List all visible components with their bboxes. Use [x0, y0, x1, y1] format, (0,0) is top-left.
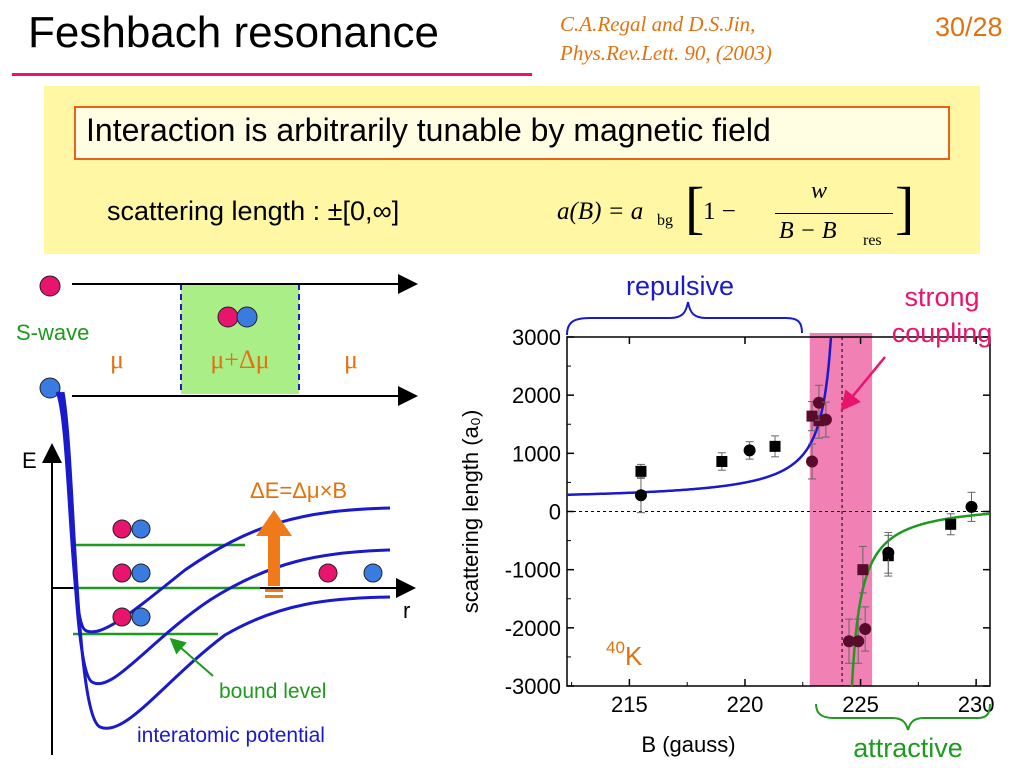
x-tick-label: 220 — [727, 692, 764, 717]
attractive-label: attractive — [853, 733, 963, 763]
x-tick-label: 215 — [611, 692, 648, 717]
potential-label: interatomic potential — [137, 724, 325, 747]
y-tick-label: -3000 — [505, 674, 561, 699]
strong-coupling-label-line1: strong — [904, 282, 979, 312]
page-number: 30/28 — [935, 12, 1003, 42]
potential-curve-1 — [55, 391, 391, 634]
equation-numerator: w — [811, 178, 828, 204]
attractive-brace — [815, 703, 991, 731]
citation: C.A.Regal and D.S.Jin, Phys.Rev.Lett. 90… — [560, 10, 772, 68]
atom-red-icon — [39, 275, 61, 297]
equation-left-bracket: [ — [685, 175, 705, 240]
molecule-atom-red-icon — [112, 607, 132, 627]
repulsive-brace — [566, 301, 803, 336]
molecule-atom-blue-icon — [131, 519, 151, 539]
equation-one-minus: 1 − — [703, 198, 736, 225]
mu-right-label: μ — [344, 345, 358, 374]
y-tick-label: 0 — [549, 500, 561, 525]
r-axis-label: r — [403, 598, 410, 623]
data-point-circle — [965, 500, 978, 513]
equation-right-bracket: ] — [895, 175, 915, 240]
data-point-circle — [859, 622, 872, 635]
bound-level-label: bound level — [219, 680, 326, 703]
scattering-length-range: scattering length : ±[0,∞] — [107, 196, 400, 226]
potential-curve-2 — [58, 391, 391, 686]
strong-coupling-label-line2: coupling — [892, 318, 993, 348]
equation-denominator: B − B — [779, 218, 837, 244]
data-point-square — [716, 455, 728, 467]
y-tick-label: 1000 — [512, 441, 561, 466]
bound-level-pointer — [169, 637, 214, 677]
mu-center-label: μ+Δμ — [210, 345, 269, 374]
y-tick-label: 2000 — [512, 383, 561, 408]
data-point-circle — [806, 455, 819, 468]
headline: Interaction is arbitrarily tunable by ma… — [86, 112, 771, 148]
molecule-atom-blue-icon — [131, 607, 151, 627]
page-title: Feshbach resonance — [28, 8, 439, 57]
scattering-length-equation: a(B) = a bg [ 1 − w B − B res ] — [557, 175, 957, 250]
y-axis-label: scattering length (a₀) — [458, 410, 483, 614]
strong-coupling-pointer — [840, 356, 886, 412]
molecule-atom-red-icon — [112, 519, 132, 539]
citation-line2: Phys.Rev.Lett. 90, (2003) — [560, 41, 772, 65]
molecule-atom-blue-icon — [131, 563, 151, 583]
molecule-atom-red-icon — [217, 306, 239, 328]
energy-axis-label: E — [22, 448, 37, 473]
equation-denominator-subscript: res — [863, 232, 882, 249]
x-axis-label: B (gauss) — [641, 732, 735, 757]
data-point-circle — [852, 635, 865, 648]
title-underline — [12, 73, 532, 76]
fit-curve-repulsive — [567, 337, 833, 496]
equation-lhs-subscript: bg — [657, 212, 673, 229]
data-point-circle — [882, 546, 895, 559]
energy-shift-label: ΔE=Δμ×B — [250, 478, 347, 503]
molecule-atom-blue-icon — [236, 306, 258, 328]
potential-curve-3 — [61, 391, 391, 730]
data-point-square — [813, 415, 825, 427]
equation-fraction-bar — [775, 213, 893, 214]
x-tick-label: 225 — [842, 692, 879, 717]
free-atom-blue-icon — [363, 563, 383, 583]
free-atom-red-icon — [318, 563, 338, 583]
isotope-symbol: K — [625, 641, 643, 671]
equation-lhs: a(B) = a — [557, 198, 644, 225]
y-tick-label: -2000 — [505, 616, 561, 641]
data-point-square — [945, 518, 957, 530]
data-point-circle — [819, 413, 832, 426]
isotope-mass-number: 40 — [606, 638, 625, 657]
atom-blue-icon — [39, 377, 61, 399]
mu-left-label: μ — [110, 345, 124, 374]
headline-box — [74, 106, 950, 160]
mu-shift-region — [181, 284, 299, 394]
data-point-square — [806, 410, 818, 422]
data-point-square — [857, 564, 869, 576]
energy-shift-arrow-icon — [256, 510, 292, 598]
swave-label: S-wave — [16, 320, 89, 345]
data-point-circle — [812, 396, 825, 409]
data-point-circle — [843, 635, 855, 648]
data-point-square — [769, 440, 781, 452]
y-tick-label: -1000 — [505, 558, 561, 583]
citation-line1: C.A.Regal and D.S.Jin, — [560, 12, 756, 36]
data-point-circle — [634, 489, 647, 502]
repulsive-label: repulsive — [626, 271, 734, 301]
data-point-circle — [743, 444, 756, 457]
y-tick-label: 3000 — [512, 325, 561, 350]
molecule-atom-red-icon — [112, 563, 132, 583]
data-point-square — [635, 465, 647, 477]
